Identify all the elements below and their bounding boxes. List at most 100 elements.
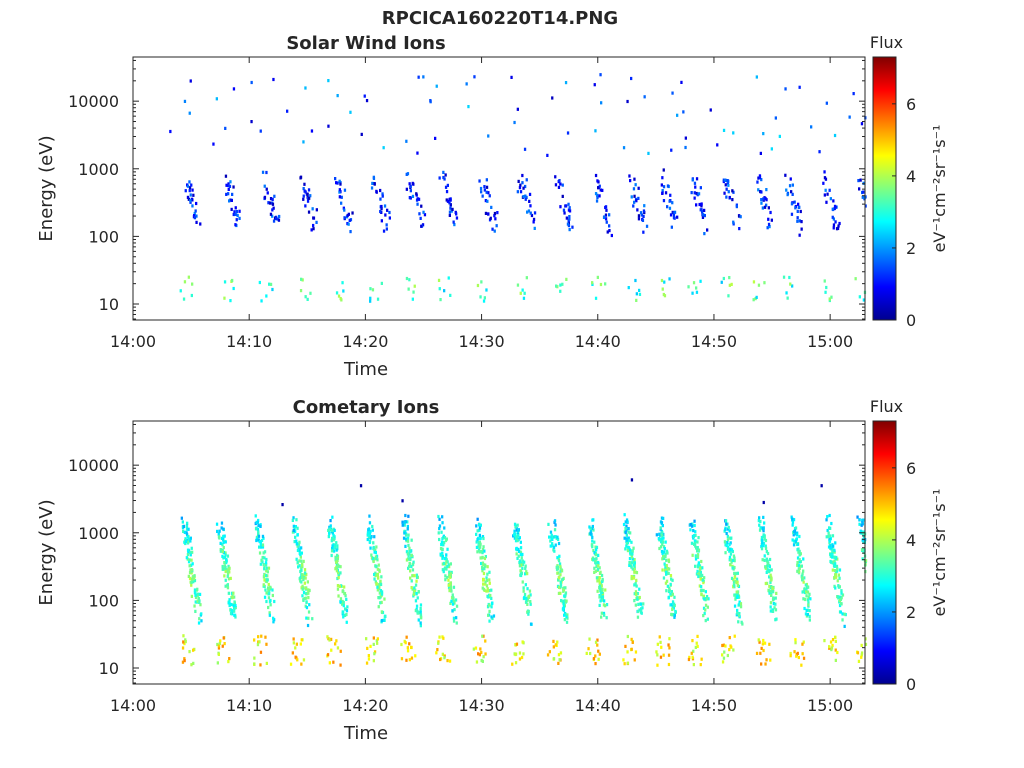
spectrogram-cell bbox=[417, 590, 420, 594]
spectrogram-cell bbox=[484, 555, 487, 559]
spectrogram-cell bbox=[763, 537, 766, 541]
spectrogram-cell bbox=[305, 616, 308, 620]
spectrogram-cell bbox=[736, 608, 739, 613]
spectrogram-cell bbox=[453, 601, 456, 605]
spectrogram-cell bbox=[722, 276, 725, 281]
spectrogram-cell bbox=[706, 228, 709, 232]
spectrogram-cell bbox=[269, 585, 272, 589]
spectrogram-cell bbox=[259, 129, 262, 133]
spectrogram-cell bbox=[660, 516, 664, 520]
spectrogram-cell bbox=[795, 654, 798, 658]
spectrogram-cell bbox=[479, 550, 482, 554]
spectrogram-cell bbox=[557, 541, 561, 546]
spectrogram-cell bbox=[408, 196, 411, 200]
spectrogram-cell bbox=[596, 195, 599, 200]
spectrogram-cell bbox=[519, 540, 522, 544]
spectrogram-cell bbox=[486, 587, 489, 591]
spectrogram-cell bbox=[562, 586, 565, 590]
spectrogram-cell bbox=[796, 563, 799, 567]
spectrogram-cell bbox=[312, 223, 315, 228]
spectrogram-cell bbox=[597, 576, 600, 580]
spectrogram-cell bbox=[768, 569, 771, 573]
spectrogram-cell bbox=[366, 537, 369, 542]
spectrogram-cell bbox=[339, 600, 342, 604]
spectrogram-cell bbox=[690, 651, 693, 655]
spectrogram-cell bbox=[304, 295, 307, 299]
spectrogram-cell bbox=[405, 658, 408, 662]
spectrogram-cell bbox=[451, 593, 454, 597]
spectrogram-cell bbox=[825, 285, 828, 290]
spectrogram-cell bbox=[703, 208, 706, 212]
spectrogram-cell bbox=[593, 570, 596, 574]
spectrogram-cell bbox=[598, 184, 601, 188]
spectrogram-cell bbox=[628, 561, 631, 565]
spectrogram-cell bbox=[253, 662, 256, 666]
spectrogram-cell bbox=[638, 288, 641, 292]
spectrogram-cell bbox=[295, 518, 298, 522]
spectrogram-cell bbox=[722, 656, 726, 660]
spectrogram-cell bbox=[798, 85, 801, 89]
spectrogram-cell bbox=[455, 616, 458, 620]
spectrogram-cell bbox=[262, 563, 265, 567]
spectrogram-cell bbox=[830, 521, 833, 526]
spectrogram-cell bbox=[690, 541, 694, 545]
spectrogram-cell bbox=[559, 580, 562, 584]
spectrogram-cell bbox=[449, 601, 452, 605]
spectrogram-cell bbox=[276, 217, 279, 221]
spectrogram-cell bbox=[772, 590, 775, 594]
spectrogram-cell bbox=[378, 591, 381, 595]
spectrogram-cell bbox=[348, 218, 351, 222]
spectrogram-cell bbox=[486, 572, 489, 576]
spectrogram-cell bbox=[302, 590, 306, 595]
spectrogram-cell bbox=[238, 216, 241, 220]
spectrogram-cell bbox=[632, 187, 636, 191]
spectrogram-cell bbox=[726, 547, 730, 551]
spectrogram-cell bbox=[232, 212, 235, 217]
spectrogram-cell bbox=[628, 539, 631, 543]
spectrogram-cell bbox=[661, 287, 664, 291]
spectrogram-cell bbox=[695, 554, 698, 558]
spectrogram-cell bbox=[233, 606, 236, 610]
spectrogram-cell bbox=[195, 214, 198, 218]
spectrogram-cell bbox=[695, 203, 698, 207]
spectrogram-cell bbox=[517, 554, 520, 558]
spectrogram-cell bbox=[235, 210, 238, 214]
spectrogram-cell bbox=[626, 520, 629, 524]
spectrogram-cell bbox=[556, 567, 559, 571]
spectrogram-cell bbox=[351, 211, 354, 215]
spectrogram-cell bbox=[554, 175, 557, 179]
spectrogram-cell bbox=[700, 585, 703, 589]
spectrogram-cell bbox=[181, 520, 184, 524]
spectrogram-cell bbox=[767, 589, 770, 593]
spectrogram-cell bbox=[349, 110, 352, 114]
spectrogram-cell bbox=[296, 533, 299, 537]
spectrogram-cell bbox=[602, 603, 606, 607]
spectrogram-cell bbox=[829, 559, 832, 564]
spectrogram-cell bbox=[523, 560, 526, 564]
spectrogram-cell bbox=[729, 552, 733, 556]
spectrogram-cell bbox=[311, 207, 314, 211]
spectrogram-cell bbox=[661, 191, 664, 195]
spectrogram-cell bbox=[764, 565, 767, 569]
spectrogram-cell bbox=[564, 599, 567, 603]
spectrogram-cell bbox=[695, 641, 698, 645]
spectrogram-cell bbox=[292, 524, 295, 528]
spectrogram-cell bbox=[662, 168, 665, 172]
spectrogram-cell bbox=[294, 529, 297, 533]
spectrogram-cell bbox=[300, 559, 303, 563]
spectrogram-cell bbox=[229, 198, 232, 202]
spectrogram-cell bbox=[797, 564, 800, 568]
spectrogram-cell bbox=[368, 539, 372, 543]
spectrogram-cell bbox=[300, 277, 303, 281]
spectrogram-cell bbox=[598, 581, 601, 585]
spectrogram-cell bbox=[307, 591, 310, 595]
spectrogram-cell bbox=[372, 541, 375, 545]
spectrogram-cell bbox=[334, 567, 337, 571]
spectrogram-cell bbox=[254, 527, 258, 531]
spectrogram-cell bbox=[443, 526, 446, 530]
spectrogram-cell bbox=[593, 83, 596, 87]
spectrogram-cell bbox=[253, 638, 256, 642]
spectrogram-cell bbox=[556, 564, 559, 568]
spectrogram-cell bbox=[227, 660, 230, 664]
spectrogram-cell bbox=[605, 616, 608, 620]
